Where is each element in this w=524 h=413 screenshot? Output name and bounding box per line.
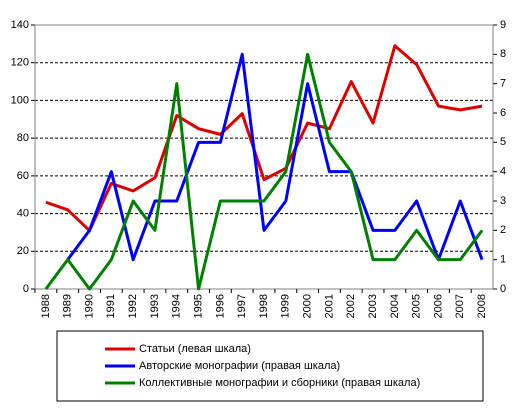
legend-label: Статьи (левая шкала) [139,343,251,355]
x-tick-label: 1996 [214,294,226,318]
x-tick-label: 2006 [432,294,444,318]
y-tick-label: 40 [17,207,29,219]
x-tick-label: 2003 [367,294,379,318]
x-tick-label: 2002 [345,294,357,318]
series-line [66,52,484,262]
plot-area [34,24,494,290]
series-line [45,44,483,233]
y-tick-label: 20 [17,245,29,257]
x-tick-label: 2008 [476,294,488,318]
legend-label: Коллективные монографии и сборники (прав… [139,377,420,389]
x-tick-label: 1994 [171,294,183,318]
x-tick-label: 1990 [83,294,95,318]
legend-label: Авторские монографии (правая шкала) [139,360,340,372]
x-tick-label: 1997 [236,294,248,318]
x-tick-label: 1989 [62,294,74,318]
series-line [44,52,484,291]
x-tick-label: 2000 [302,294,314,318]
y2-tick-label: 9 [500,19,506,31]
y2-tick-label: 1 [500,254,506,266]
y-tick-label: 120 [11,57,29,69]
x-tick-label: 1999 [280,294,292,318]
x-tick-label: 1995 [192,294,204,318]
x-tick-label: 1992 [127,294,139,318]
x-tick-label: 2001 [323,294,335,318]
x-tick-label: 2007 [454,294,466,318]
y-tick-label: 0 [23,283,29,295]
y2-tick-label: 5 [500,136,506,148]
y2-tick-label: 7 [500,78,506,90]
y2-tick-label: 4 [500,166,506,178]
y2-tick-label: 8 [500,48,506,60]
y2-tick-label: 0 [500,283,506,295]
y-tick-label: 80 [17,132,29,144]
y2-tick-label: 6 [500,107,506,119]
x-tick-label: 2004 [389,294,401,318]
y2-tick-label: 3 [500,195,506,207]
x-tick-label: 1998 [258,294,270,318]
y2-tick-label: 2 [500,224,506,236]
x-tick-label: 1991 [105,294,117,318]
x-tick-label: 1988 [40,294,52,318]
y-tick-label: 60 [17,170,29,182]
y-tick-label: 100 [11,94,29,106]
x-tick-label: 2005 [411,294,423,318]
y-tick-label: 140 [11,19,29,31]
x-tick-label: 1993 [149,294,161,318]
